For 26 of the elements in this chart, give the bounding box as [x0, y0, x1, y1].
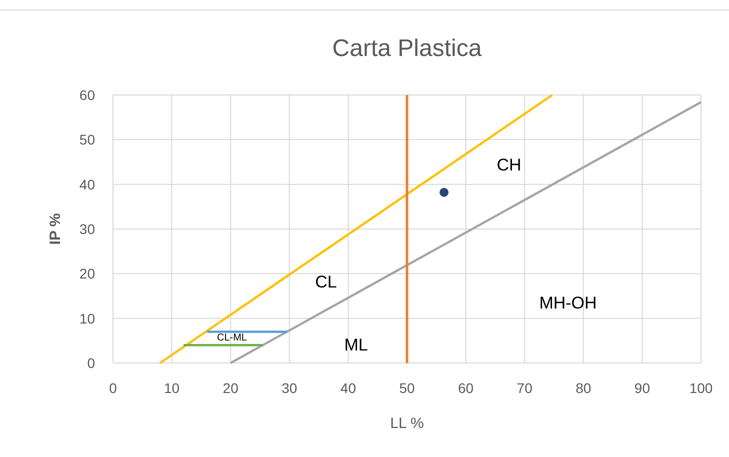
- annotation: CL: [315, 272, 337, 292]
- x-tick-label: 20: [222, 380, 239, 396]
- x-tick-label: 0: [109, 380, 118, 396]
- x-tick-label: 70: [516, 380, 533, 396]
- y-tick-label: 20: [79, 266, 96, 282]
- annotation: MH-OH: [539, 293, 597, 312]
- x-tick-label: 100: [689, 380, 713, 396]
- y-tick-label: 60: [79, 87, 96, 103]
- annotation: CH: [496, 155, 522, 174]
- y-tick-label: 10: [79, 310, 96, 326]
- y-tick-label: 0: [87, 355, 96, 371]
- x-tick-label: 60: [458, 380, 474, 396]
- y-axis-title: IP %: [47, 213, 64, 245]
- annotation: CL-ML: [216, 332, 248, 344]
- x-tick-label: 10: [164, 380, 180, 396]
- x-tick-label: 50: [399, 380, 415, 396]
- y-tick-label: 30: [79, 221, 96, 237]
- y-tick-label: 50: [79, 132, 96, 148]
- y-tick-label: 40: [79, 176, 96, 192]
- x-tick-label: 40: [340, 380, 356, 396]
- chart-title: Carta Plastica: [332, 35, 482, 62]
- x-axis-title: LL %: [390, 415, 424, 432]
- x-tick-label: 30: [282, 380, 298, 396]
- x-tick-label: 90: [634, 380, 650, 396]
- x-tick-label: 80: [576, 380, 592, 396]
- annotation: ML: [344, 335, 368, 354]
